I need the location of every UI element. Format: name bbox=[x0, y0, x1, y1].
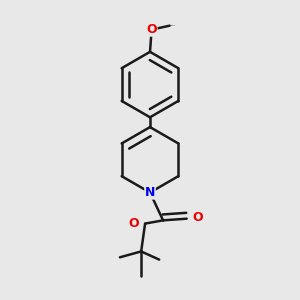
Text: methyl: methyl bbox=[171, 24, 176, 26]
Text: N: N bbox=[145, 186, 155, 199]
Text: O: O bbox=[193, 211, 203, 224]
Text: O: O bbox=[129, 217, 139, 230]
Text: O: O bbox=[146, 23, 157, 36]
